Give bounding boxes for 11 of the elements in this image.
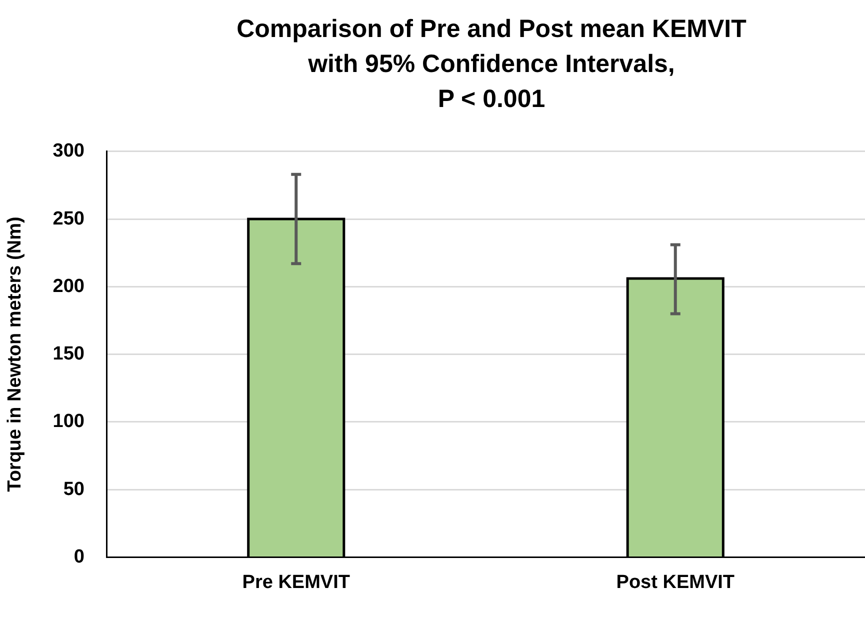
chart-title: Comparison of Pre and Post mean KEMVIT with 95% Confidence Intervals, P < 0.001 (236, 14, 748, 115)
y-tick-label: 250 (52, 208, 84, 230)
y-tick-label: 100 (52, 411, 84, 432)
x-tick-label: Pre KEMVIT (242, 572, 350, 593)
y-tick-label: 50 (63, 478, 84, 500)
x-tick-label: Post KEMVIT (616, 572, 735, 593)
y-tick-label: 300 (52, 140, 84, 162)
y-tick-label: 200 (52, 276, 84, 297)
y-tick-label: 0 (74, 546, 84, 568)
y-tick-label: 150 (52, 344, 84, 365)
y-axis-title: Torque in Newton meters (Nm) (4, 216, 26, 492)
